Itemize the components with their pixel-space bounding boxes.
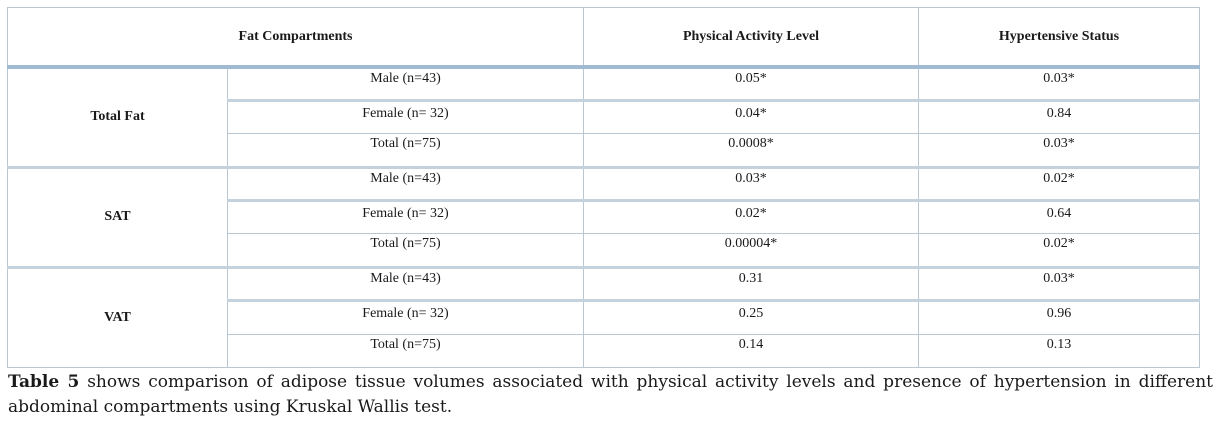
activity-p-value: 0.0008* (583, 133, 920, 168)
hypertensive-p-value: 0.02* (918, 165, 1201, 203)
table-row: Total Fat Male (n=43) 0.05* 0.03* (7, 66, 1201, 168)
activity-p-value: 0.02* (583, 199, 920, 235)
subgroup-label: Total (n=75) (226, 133, 585, 168)
results-table: Fat Compartments Physical Activity Level… (6, 7, 1201, 369)
subgroup-label: Male (n=43) (226, 165, 585, 203)
activity-p-value: 0.25 (583, 300, 920, 335)
header-fat-compartments: Fat Compartments (6, 7, 585, 68)
header-row: Fat Compartments Physical Activity Level… (6, 7, 1201, 68)
hypertensive-p-value: 0.03* (918, 133, 1201, 168)
subgroup-label: Female (n= 32) (226, 199, 585, 235)
caption-text: shows comparison of adipose tissue volum… (8, 372, 1214, 417)
hypertensive-p-value: 0.13 (918, 333, 1201, 368)
subgroup-label: Female (n= 32) (226, 300, 585, 335)
activity-p-value: 0.14 (583, 333, 920, 368)
header-hypertensive-status: Hypertensive Status (918, 7, 1201, 68)
caption-label: Table 5 (8, 372, 80, 392)
hypertensive-p-value: 0.03* (918, 66, 1201, 102)
table-row: Female (n= 32) 0.04* 0.84 (8, 99, 1201, 135)
hypertensive-p-value: 0.64 (918, 199, 1201, 235)
activity-p-value: 0.05* (583, 66, 920, 102)
subgroup-label: Male (n=43) (226, 265, 585, 303)
subgroup-label: Male (n=43) (226, 66, 585, 102)
table-row: Total (n=75) 0.0008* 0.03* (8, 133, 1201, 168)
activity-p-value: 0.31 (583, 265, 920, 303)
header-physical-activity: Physical Activity Level (583, 7, 920, 68)
table-row: Total (n=75) 0.00004* 0.02* (8, 233, 1201, 268)
group-label: SAT (7, 165, 228, 268)
table-row: Female (n= 32) 0.25 0.96 (8, 300, 1201, 335)
subgroup-label: Total (n=75) (226, 333, 585, 368)
table-row: Female (n= 32) 0.02* 0.64 (8, 199, 1201, 235)
hypertensive-p-value: 0.03* (918, 265, 1201, 303)
activity-p-value: 0.00004* (583, 233, 920, 268)
table-row: VAT Male (n=43) 0.31 0.03* (7, 265, 1201, 369)
hypertensive-p-value: 0.84 (918, 99, 1201, 135)
hypertensive-p-value: 0.02* (918, 233, 1201, 268)
group-label: Total Fat (7, 66, 228, 168)
group-label: VAT (7, 265, 228, 369)
subgroup-label: Total (n=75) (226, 233, 585, 268)
hypertensive-p-value: 0.96 (918, 300, 1201, 335)
activity-p-value: 0.04* (583, 99, 920, 135)
table-row: SAT Male (n=43) 0.03* 0.02* (7, 165, 1201, 268)
activity-p-value: 0.03* (583, 165, 920, 203)
table-caption: Table 5 shows comparison of adipose tiss… (8, 370, 1213, 420)
subgroup-label: Female (n= 32) (226, 99, 585, 135)
table-row: Total (n=75) 0.14 0.13 (8, 333, 1201, 368)
